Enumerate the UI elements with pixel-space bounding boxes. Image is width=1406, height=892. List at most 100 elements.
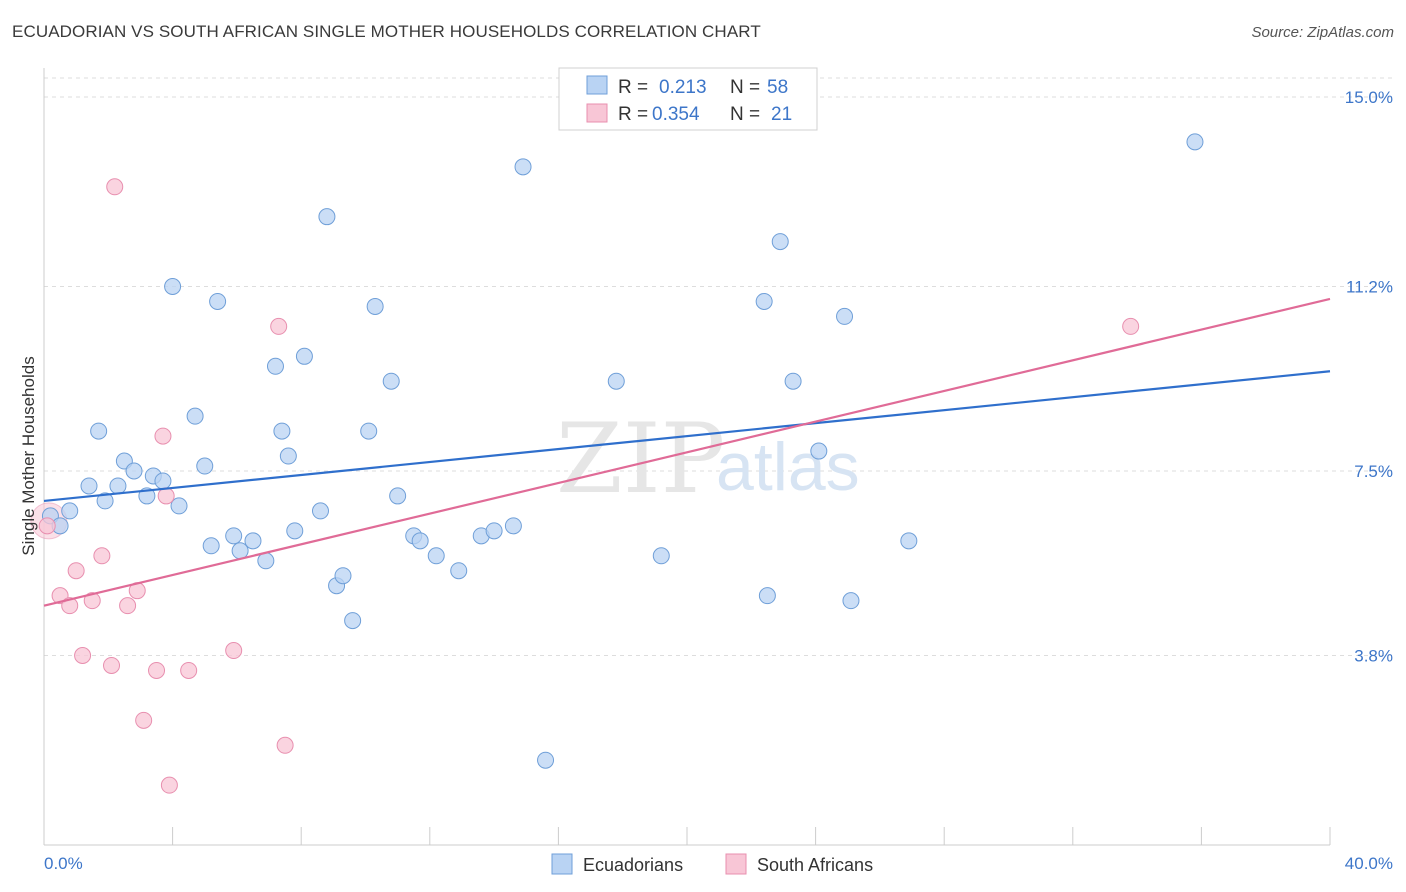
ecuadorian-point-27 [311,502,329,520]
ecuadorian-point-16 [202,537,220,555]
ecuadorian-point-13 [170,497,188,515]
legend-swatch-south-africans [586,103,608,123]
south-african-point-8 [106,178,124,196]
south-african-point-2 [61,597,79,615]
ecuadorian-point-35 [389,487,407,505]
series-legend: Ecuadorians South Africans [551,853,873,875]
ecuadorian-point-42 [504,517,522,535]
ecuadorian-point-20 [244,532,262,550]
ecuadorian-point-43 [514,158,532,176]
legend-r-value-2: 0.354 [652,104,700,125]
south-african-trend-line [43,297,1331,607]
y-axis-label: Single Mother Households [19,356,38,555]
ecuadorian-trend-line [43,370,1331,503]
ecuadorian-point-38 [427,547,445,565]
ecuadorian-point-44 [537,751,555,769]
trend-lines [43,297,1331,607]
source-label: Source: ZipAtlas.com [1251,24,1394,41]
ecuadorian-point-26 [295,347,313,365]
bottom-legend-swatch-south-africans [725,853,747,875]
ecuadorian-point-6 [109,477,127,495]
south-african-point-6 [93,547,111,565]
south-african-point-9 [119,597,137,615]
south-african-point-19 [276,736,294,754]
legend-swatch-ecuadorians [586,75,608,95]
ecuadorian-point-32 [360,422,378,440]
y-tick-label-2: 11.2% [1346,277,1393,296]
legend-r-label-1: R = [618,77,648,98]
x-tick-label-0: 0.0% [44,854,83,873]
ecuadorian-point-51 [810,442,828,460]
south-african-point-7 [103,656,121,674]
ecuadorian-point-25 [286,522,304,540]
ecuadorian-point-52 [836,307,854,325]
data-points [30,133,1204,794]
south-african-point-11 [135,711,153,729]
bottom-legend-label-south-africans: South Africans [757,855,873,875]
legend-r-label-2: R = [618,104,648,125]
ecuadorian-point-15 [196,457,214,475]
chart-title: ECUADORIAN VS SOUTH AFRICAN SINGLE MOTHE… [12,22,761,41]
ecuadorian-point-34 [382,372,400,390]
south-african-point-13 [154,427,172,445]
ecuadorian-point-23 [273,422,291,440]
ecuadorian-point-45 [607,372,625,390]
ecuadorian-point-18 [225,527,243,545]
x-tick-label-1: 40.0% [1345,854,1393,873]
ecuadorian-point-5 [96,492,114,510]
ecuadorian-point-30 [334,567,352,585]
ecuadorian-point-46 [652,547,670,565]
grid-lines [44,77,1392,657]
ecuadorian-point-39 [450,562,468,580]
south-african-point-12 [148,661,166,679]
legend-n-label-2: N = [730,104,760,125]
ecuadorian-point-47 [755,292,773,310]
south-african-point-4 [74,647,92,665]
legend-n-value-2: 21 [771,104,792,125]
ecuadorian-point-55 [1186,133,1204,151]
south-african-point-16 [180,661,198,679]
ecuadorian-point-4 [90,422,108,440]
ecuadorian-point-53 [842,592,860,610]
ecuadorian-point-31 [344,612,362,630]
ecuadorian-point-33 [366,297,384,315]
x-ticks: 0.0% 40.0% [43,827,1393,873]
y-tick-label-1: 7.5% [1354,462,1393,481]
ecuadorian-point-12 [164,277,182,295]
ecuadorian-point-28 [318,208,336,226]
south-african-point-18 [270,317,288,335]
ecuadorian-point-8 [125,462,143,480]
ecuadorian-point-17 [209,292,227,310]
ecuadorian-point-3 [80,477,98,495]
y-tick-label-0: 3.8% [1354,647,1393,666]
south-african-point-3 [67,562,85,580]
legend-n-label-1: N = [730,77,760,98]
ecuadorian-point-48 [758,587,776,605]
correlation-legend: R = 0.213 N = 58 R = 0.354 N = 21 [558,67,818,131]
watermark-zip: ZIP [556,403,725,515]
south-african-point-20 [1122,317,1140,335]
ecuadorian-point-54 [900,532,918,550]
ecuadorian-point-41 [485,522,503,540]
ecuadorian-point-50 [784,372,802,390]
legend-r-value-1: 0.213 [659,77,707,98]
ecuadorian-point-2 [61,502,79,520]
south-african-point-14 [157,487,175,505]
bottom-legend-label-ecuadorians: Ecuadorians [583,855,683,875]
south-african-point-0 [38,517,56,535]
south-african-point-17 [225,642,243,660]
ecuadorian-point-22 [266,357,284,375]
south-african-point-5 [83,592,101,610]
south-african-point-15 [160,776,178,794]
y-tick-label-3: 15.0% [1345,88,1393,107]
y-tick-labels: 3.8% 7.5% 11.2% 15.0% [1345,88,1393,666]
ecuadorian-point-14 [186,407,204,425]
ecuadorian-point-49 [771,233,789,251]
ecuadorian-point-37 [411,532,429,550]
watermark-atlas: atlas [716,429,860,505]
ecuadorian-point-24 [279,447,297,465]
watermark: ZIP atlas [556,403,860,515]
bottom-legend-swatch-ecuadorians [551,853,573,875]
ecuadorian-point-11 [154,472,172,490]
